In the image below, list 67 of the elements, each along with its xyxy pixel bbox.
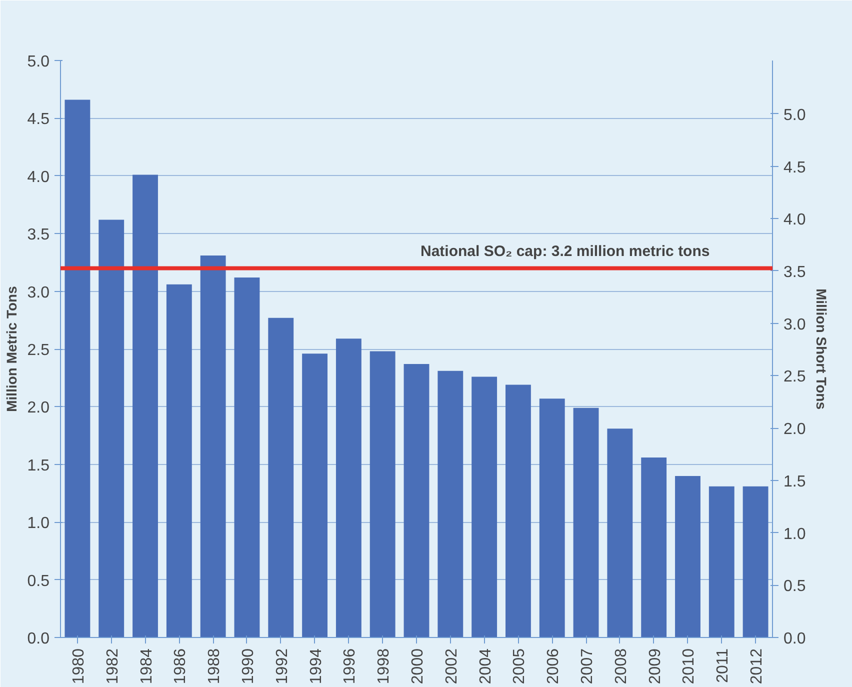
y2-tick-label: 1.5 (784, 473, 806, 490)
y2-tick-label: 5.0 (784, 106, 806, 124)
bar (506, 384, 531, 638)
bar (64, 100, 90, 638)
y-tick-label: 2.0 (27, 400, 50, 417)
x-tick-label: 1990 (240, 648, 257, 684)
bar (200, 256, 226, 638)
bar (370, 351, 396, 638)
bar (404, 364, 430, 638)
y2-tick-label: 3.0 (784, 316, 806, 334)
bar (132, 174, 158, 638)
y-tick-label: 5.0 (27, 54, 50, 70)
x-tick-label: 1980 (70, 648, 88, 684)
x-tick-label: 1982 (104, 648, 122, 684)
x-tick-label: 1988 (206, 648, 224, 684)
y-tick-label: 4.0 (27, 168, 50, 186)
x-tick-label: 1996 (342, 648, 359, 684)
y2-tick-label: 1.0 (784, 526, 806, 543)
y-tick-label: 0.0 (27, 630, 50, 648)
bar (708, 486, 734, 638)
x-tick-label: 2000 (410, 648, 426, 684)
bar (675, 476, 700, 638)
x-tick-label: 1984 (138, 648, 156, 684)
x-tick-label: 2007 (579, 648, 596, 684)
x-tick-label: 2010 (680, 648, 698, 684)
bar (438, 370, 464, 638)
bar (268, 318, 294, 638)
x-tick-label: 2005 (511, 648, 528, 684)
y2-axis-title: Million Short Tons (814, 288, 830, 410)
bar (98, 220, 124, 638)
x-tick-label: 2011 (714, 648, 732, 683)
bar (641, 457, 667, 638)
y-tick-label: 2.5 (27, 342, 50, 359)
y-axis-title: Million Metric Tons (3, 286, 20, 412)
y-tick-label: 3.0 (27, 284, 50, 302)
x-tick-label: 2002 (443, 648, 460, 684)
bar (539, 398, 565, 638)
y-tick-label: 4.5 (27, 111, 50, 128)
y-tick-label: 1.5 (27, 457, 50, 474)
x-tick-label: 2012 (748, 648, 766, 684)
x-tick-label: 1986 (172, 648, 190, 684)
y2-tick-label: 2.5 (784, 368, 806, 386)
bar (573, 408, 599, 638)
y-tick-label: 1.0 (27, 515, 50, 532)
y2-tick-label: 2.0 (784, 421, 806, 438)
x-tick-label: 1992 (274, 648, 291, 684)
y2-tick-label: 0.5 (784, 578, 806, 596)
x-tick-label: 2004 (477, 648, 494, 684)
x-tick-label: 1994 (308, 648, 325, 684)
bar (234, 277, 260, 638)
x-tick-label: 2006 (545, 648, 562, 684)
y2-tick-label: 4.5 (784, 159, 806, 176)
x-tick-label: 2009 (646, 648, 664, 684)
ref-line-label: National SO₂ cap: 3.2 million metric tons (420, 243, 710, 260)
bar (607, 428, 633, 638)
bar (336, 338, 362, 638)
x-tick-label: 2008 (612, 648, 630, 684)
y-tick-label: 3.5 (27, 226, 50, 244)
bar (472, 376, 498, 638)
bar (742, 486, 768, 638)
y2-tick-label: 4.0 (784, 212, 806, 229)
bar (166, 284, 192, 638)
bar (302, 354, 328, 638)
y2-tick-label: 0.0 (784, 630, 806, 648)
y2-tick-label: 3.5 (784, 264, 806, 281)
y-tick-label: 0.5 (27, 572, 50, 590)
x-tick-label: 1998 (376, 648, 393, 684)
